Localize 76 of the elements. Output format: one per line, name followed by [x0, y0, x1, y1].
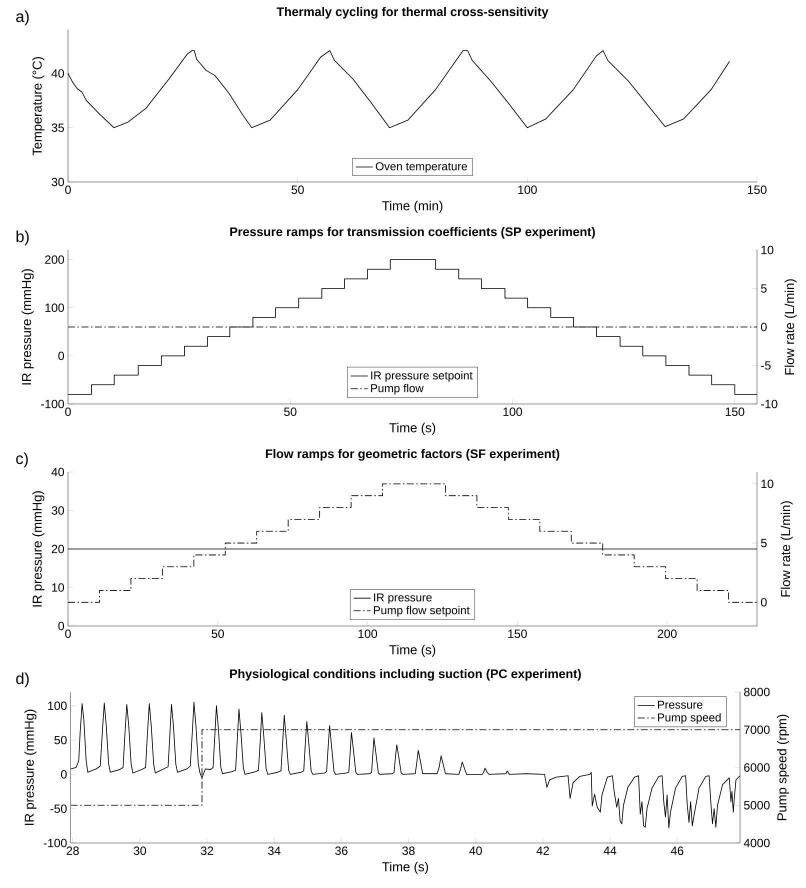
chart-title: Pressure ramps for transmission coefficients (SP experiment): [230, 226, 595, 239]
y-tick-label: 0: [58, 622, 64, 630]
x-tick-label: 32: [200, 846, 214, 855]
chart-title: Flow ramps for geometric factors (SF experiment): [266, 448, 560, 461]
y-tick-label: -50: [50, 804, 67, 813]
x-tick-label: 50: [284, 408, 296, 416]
y2-tick-label: 5: [761, 538, 767, 548]
x-tick-label: 34: [268, 846, 281, 855]
chart-title: Thermaly cycling for thermal cross-sensitivity: [276, 6, 548, 19]
x-tick-label: 40: [469, 846, 482, 855]
y-tick-label: -100: [44, 838, 67, 848]
y2-tick-label: 5000: [744, 801, 770, 810]
legend-label: IR pressure: [374, 594, 432, 604]
x-tick-label: 44: [604, 846, 616, 855]
text: a): [16, 10, 29, 26]
y2-tick-label: 4000: [744, 838, 770, 848]
x-axis-title: Time (s): [389, 422, 436, 435]
text: c): [16, 452, 28, 468]
y-tick-label: 0: [58, 352, 64, 360]
legend-label: Oven temperature: [376, 162, 468, 173]
y-axis-title: Temperature (°C): [32, 57, 44, 156]
x-axis-title: Time (min): [382, 200, 442, 213]
y2-tick-label: 10: [761, 246, 774, 254]
x-tick-label: 46: [670, 846, 684, 855]
y-axis-title: IR pressure (mmHg): [22, 269, 34, 384]
x-tick-label: 50: [212, 630, 224, 638]
y2-tick-label: 10: [761, 480, 774, 488]
x-tick-label: 30: [134, 846, 146, 855]
x-tick-label: 150: [508, 630, 527, 638]
y2-tick-label: 0: [760, 598, 767, 607]
y2-axis-title: Pump speed (rpm): [776, 714, 790, 820]
x-tick-label: 100: [358, 630, 378, 638]
y2-tick-label: 0: [760, 322, 767, 332]
legend-label: Pump speed: [658, 713, 721, 724]
y2-tick-label: 6000: [744, 763, 770, 772]
x-tick-label: 100: [503, 408, 522, 416]
text: b): [16, 230, 29, 246]
x-axis-title: Time (s): [382, 862, 428, 874]
y-tick-label: -100: [41, 400, 64, 408]
y-tick-label: 0: [61, 770, 67, 779]
y-tick-label: 40: [51, 69, 64, 78]
legend-label: Pump flow setpoint: [374, 606, 470, 617]
y-tick-label: 100: [48, 702, 67, 710]
x-tick-label: 50: [292, 186, 304, 194]
y-tick-label: 40: [51, 468, 64, 476]
text: d): [16, 672, 29, 688]
x-tick-label: 36: [335, 846, 348, 855]
y2-tick-label: -5: [761, 361, 771, 370]
y-tick-label: 30: [52, 178, 64, 186]
y-axis-title: IR pressure (mmHg): [32, 491, 44, 606]
x-tick-label: 150: [726, 408, 744, 416]
x-tick-label: 38: [402, 846, 415, 855]
y2-tick-label: 5: [761, 284, 767, 293]
y-tick-label: 10: [52, 583, 64, 592]
y-axis-title: IR pressure (mmHg): [24, 710, 36, 825]
x-tick-label: 150: [748, 186, 767, 194]
y2-axis-title: Flow rate (L/min): [784, 279, 797, 375]
y2-tick-label: -10: [761, 400, 778, 408]
legend-label: IR pressure setpoint: [371, 371, 473, 382]
y2-axis-title: Flow rate (L/min): [780, 501, 793, 597]
x-tick-label: 200: [658, 630, 677, 638]
y-tick-label: 200: [45, 255, 64, 264]
x-axis-title: Time (s): [389, 644, 436, 657]
y2-tick-label: 8000: [744, 688, 770, 696]
x-tick-label: 100: [518, 186, 537, 194]
y-tick-label: 35: [52, 123, 64, 132]
legend-label: Pump flow: [371, 384, 424, 395]
legend-label: Pressure: [658, 700, 702, 709]
x-tick-label: 28: [66, 846, 79, 855]
y-tick-label: 100: [45, 304, 64, 312]
y-tick-label: 30: [52, 506, 64, 515]
y2-tick-label: 7000: [744, 726, 770, 734]
chart-title: Physiological conditions including suction (PC experiment): [230, 668, 581, 681]
y-tick-label: 20: [52, 544, 64, 554]
y-tick-label: 50: [54, 736, 67, 744]
x-tick-label: 42: [536, 846, 549, 855]
